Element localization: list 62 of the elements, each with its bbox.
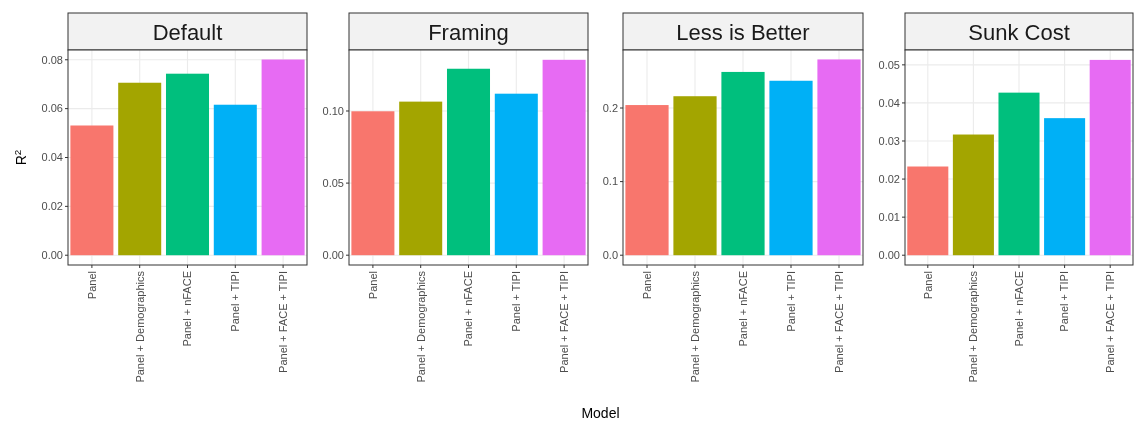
bar: [769, 80, 813, 256]
x-tick-label: Panel + Demographics: [414, 270, 427, 383]
x-tick-label: Panel + Demographics: [967, 270, 980, 383]
x-tick-label: Panel + nFACE: [181, 271, 194, 347]
bar: [542, 59, 586, 256]
bar: [1089, 59, 1131, 256]
y-tick-label: 0.10: [322, 104, 344, 117]
y-tick-label: 0.00: [322, 249, 344, 262]
bar: [213, 104, 257, 256]
chart-title: Framing: [428, 19, 509, 45]
y-tick-label: 0.2: [602, 101, 618, 114]
y-tick-label: 0.04: [878, 96, 900, 109]
x-tick-label: Panel: [921, 271, 934, 300]
bar: [1044, 118, 1086, 256]
chart-title: Default: [152, 19, 223, 45]
bar: [446, 68, 491, 256]
y-tick-label: 0.03: [878, 134, 900, 147]
bar: [165, 73, 210, 256]
x-tick-label: Panel + TIPI: [784, 271, 797, 332]
y-tick-label: 0.1: [602, 175, 618, 188]
y-tick-label: 0.04: [41, 151, 63, 164]
bar: [70, 125, 114, 256]
y-tick-label: 0.08: [41, 53, 63, 66]
x-tick-label: Panel: [366, 271, 379, 300]
x-tick-label: Panel + TIPI: [229, 271, 242, 332]
y-tick-label: 0.06: [41, 102, 63, 115]
bar: [118, 82, 162, 256]
x-tick-label: Panel + FACE + TIPI: [832, 271, 845, 373]
x-tick-label: Panel + Demographics: [688, 270, 701, 383]
x-tick-label: Panel + FACE + TIPI: [1104, 271, 1117, 373]
bar: [494, 93, 538, 256]
y-tick-label: 0.00: [41, 249, 63, 262]
bar: [721, 71, 765, 256]
bar: [351, 111, 395, 256]
bar: [998, 92, 1040, 256]
x-tick-label: Panel + TIPI: [1058, 271, 1071, 332]
bar: [907, 166, 949, 256]
y-tick-label: 0.05: [878, 58, 900, 71]
x-axis-title: Model: [581, 405, 620, 421]
y-tick-label: 0.05: [322, 176, 344, 189]
x-tick-label: Panel + Demographics: [133, 270, 146, 383]
bar: [399, 101, 443, 256]
chart-title: Sunk Cost: [968, 19, 1070, 45]
x-tick-label: Panel + FACE + TIPI: [276, 271, 289, 373]
y-tick-label: 0.01: [878, 210, 900, 223]
bar: [817, 59, 861, 256]
x-tick-label: Panel + TIPI: [510, 271, 523, 332]
y-tick-label: 0.02: [878, 172, 900, 185]
x-tick-label: Panel: [640, 271, 653, 300]
y-tick-label: 0.0: [602, 249, 618, 262]
bar: [952, 134, 994, 256]
x-tick-label: Panel: [85, 271, 98, 300]
x-tick-label: Panel + nFACE: [462, 271, 475, 347]
bar: [261, 59, 305, 256]
x-tick-label: Panel + nFACE: [736, 271, 749, 347]
bar: [673, 96, 717, 256]
chart-title: Less is Better: [676, 19, 810, 45]
x-tick-label: Panel + FACE + TIPI: [557, 271, 570, 373]
y-tick-label: 0.02: [41, 200, 63, 213]
bar: [625, 105, 669, 256]
y-tick-label: 0.00: [878, 249, 900, 262]
x-tick-label: Panel + nFACE: [1012, 271, 1025, 347]
